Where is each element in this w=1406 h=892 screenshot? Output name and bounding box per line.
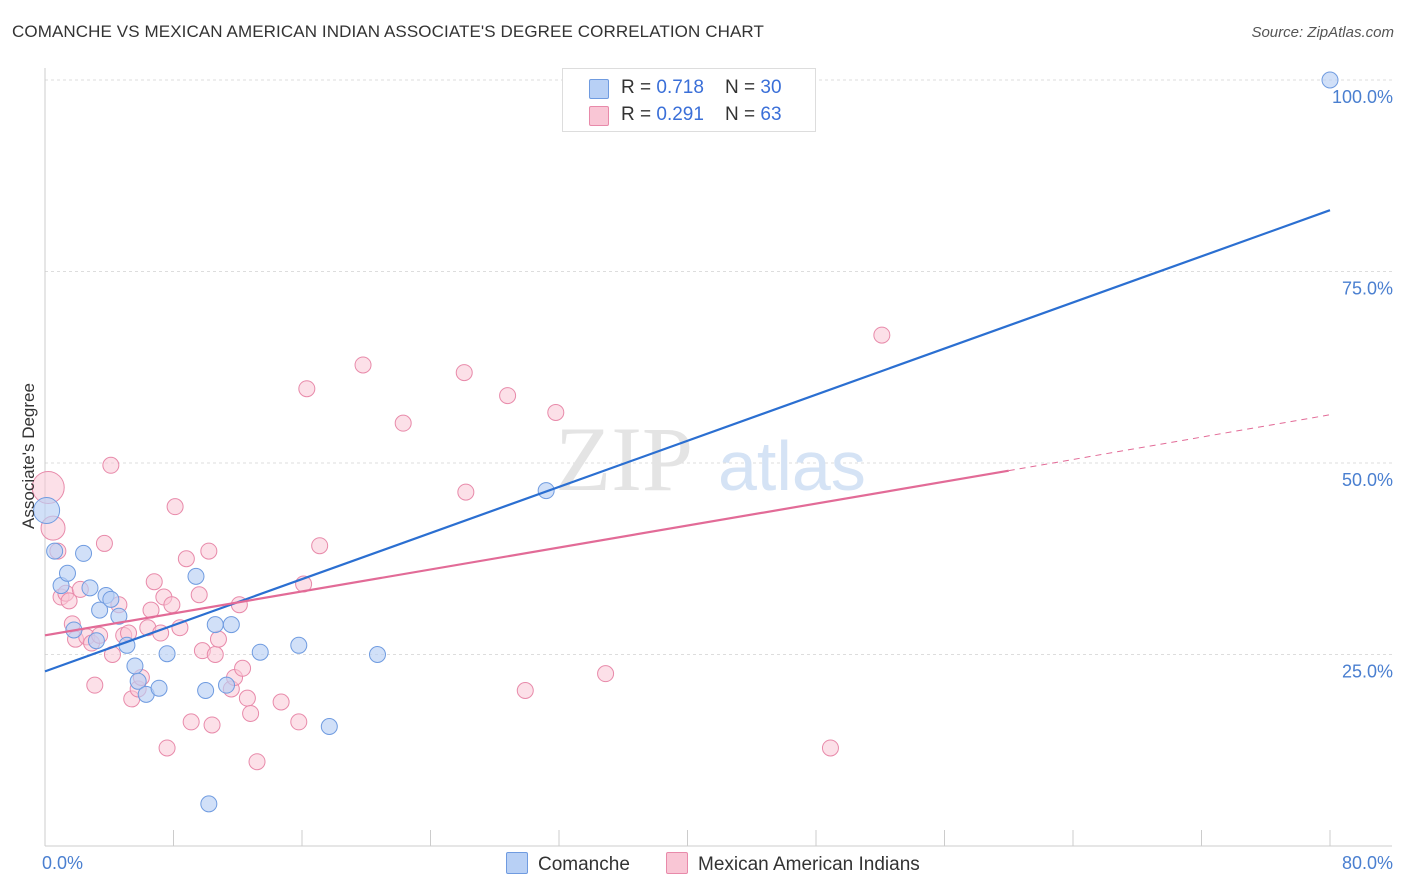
mexican-point[interactable] <box>209 630 227 648</box>
comanche-swatch <box>589 79 609 99</box>
mexican-swatch <box>589 106 609 126</box>
comanche-point[interactable] <box>251 643 269 661</box>
comanche-point[interactable] <box>158 645 176 663</box>
comanche-point[interactable] <box>320 718 338 736</box>
mexican-point[interactable] <box>182 713 200 731</box>
legend-item-comanche[interactable]: Comanche <box>506 852 630 876</box>
n-value: 30 <box>760 77 782 98</box>
comanche-points <box>33 71 1339 813</box>
comanche-point[interactable] <box>150 679 168 697</box>
comanche-point[interactable] <box>206 616 224 634</box>
y-tick-label: 100.0% <box>1332 87 1393 107</box>
grid-lines <box>45 79 1392 655</box>
comanche-point[interactable] <box>58 564 76 582</box>
mexican-point[interactable] <box>547 403 565 421</box>
trend-lines <box>44 209 1331 673</box>
comanche-point[interactable] <box>1321 71 1339 89</box>
mexican-point[interactable] <box>298 380 316 398</box>
watermark-atlas: atlas <box>718 427 866 505</box>
mexican-point[interactable] <box>821 739 839 757</box>
mexican-point[interactable] <box>272 693 290 711</box>
mexican-point[interactable] <box>238 689 256 707</box>
source-label: Source: ZipAtlas.com <box>1251 24 1394 41</box>
mexican-point[interactable] <box>242 704 260 722</box>
axes <box>44 68 1392 847</box>
mexican-point[interactable] <box>203 716 221 734</box>
r-value: 0.718 <box>656 77 704 98</box>
x-tick-label-min: 0.0% <box>42 853 83 873</box>
mexican-point[interactable] <box>190 586 208 604</box>
chart-title: COMANCHE VS MEXICAN AMERICAN INDIAN ASSO… <box>12 22 764 41</box>
tick-labels: 25.0% 50.0% 75.0% 100.0% 0.0% 80.0% <box>42 87 1393 873</box>
comanche-point[interactable] <box>91 601 109 619</box>
mexican-legend-swatch <box>666 852 688 874</box>
legend-label: Comanche <box>538 854 630 875</box>
mexican-trend-line <box>44 469 1009 637</box>
comanche-point[interactable] <box>110 607 128 625</box>
mexican-point[interactable] <box>200 542 218 560</box>
mexican-point[interactable] <box>354 356 372 374</box>
y-tick-label: 50.0% <box>1342 470 1393 490</box>
y-axis-label: Associate's Degree <box>19 383 38 529</box>
mexican-point[interactable] <box>102 456 120 474</box>
comanche-point[interactable] <box>87 632 105 650</box>
mexican-american-indians-points <box>31 326 891 771</box>
mexican-point[interactable] <box>290 713 308 731</box>
comanche-point[interactable] <box>218 676 236 694</box>
comanche-trend-line <box>44 209 1331 673</box>
correlation-legend: R = 0.718 N = 30 R = 0.291 N = 63 <box>562 68 816 132</box>
mexican-point[interactable] <box>457 483 475 501</box>
comanche-point[interactable] <box>200 795 218 813</box>
r-value: 0.291 <box>656 104 704 125</box>
mexican-point[interactable] <box>499 387 517 405</box>
n-value: 63 <box>760 104 782 125</box>
mexican-point[interactable] <box>60 592 78 610</box>
comanche-point[interactable] <box>197 682 215 700</box>
mexican-point[interactable] <box>248 753 266 771</box>
r-label: R = <box>621 77 657 98</box>
comanche-point[interactable] <box>368 646 386 663</box>
comanche-point[interactable] <box>290 636 308 654</box>
comanche-point[interactable] <box>126 657 144 675</box>
comanche-point[interactable] <box>187 567 205 585</box>
mexican-point[interactable] <box>166 498 184 516</box>
mexican-point[interactable] <box>516 682 534 700</box>
y-tick-label: 25.0% <box>1342 662 1393 682</box>
mexican-point[interactable] <box>311 537 329 555</box>
mexican-point[interactable] <box>145 573 163 591</box>
mexican-point[interactable] <box>177 550 195 568</box>
comanche-point[interactable] <box>46 542 64 560</box>
legend-item-mexican-american-indians[interactable]: Mexican American Indians <box>666 852 920 876</box>
watermark-zip: ZIP <box>555 408 693 510</box>
mexican-point[interactable] <box>455 364 473 382</box>
y-tick-label: 75.0% <box>1342 279 1393 299</box>
mexican-point[interactable] <box>95 534 113 552</box>
r-label: R = <box>621 104 657 125</box>
x-tick-label-max: 80.0% <box>1342 853 1393 873</box>
mexican-trend-extension <box>1008 414 1331 472</box>
watermark: ZIP atlas <box>555 408 866 510</box>
mexican-point[interactable] <box>86 676 104 694</box>
mexican-point[interactable] <box>234 659 252 677</box>
comanche-point[interactable] <box>129 672 147 690</box>
mexican-point[interactable] <box>206 646 224 663</box>
n-label: N = <box>725 77 761 98</box>
n-label: N = <box>725 104 761 125</box>
mexican-point[interactable] <box>163 596 181 614</box>
mexican-point[interactable] <box>394 414 412 432</box>
comanche-legend-swatch <box>506 852 528 874</box>
mexican-point[interactable] <box>597 665 615 683</box>
mexican-point[interactable] <box>158 739 176 757</box>
mexican-point[interactable] <box>873 326 891 344</box>
comanche-point[interactable] <box>33 496 61 524</box>
legend-label: Mexican American Indians <box>698 854 920 875</box>
comanche-point[interactable] <box>222 616 240 634</box>
comanche-point[interactable] <box>75 544 93 562</box>
comanche-point[interactable] <box>81 579 99 597</box>
comanche-point[interactable] <box>102 590 120 608</box>
